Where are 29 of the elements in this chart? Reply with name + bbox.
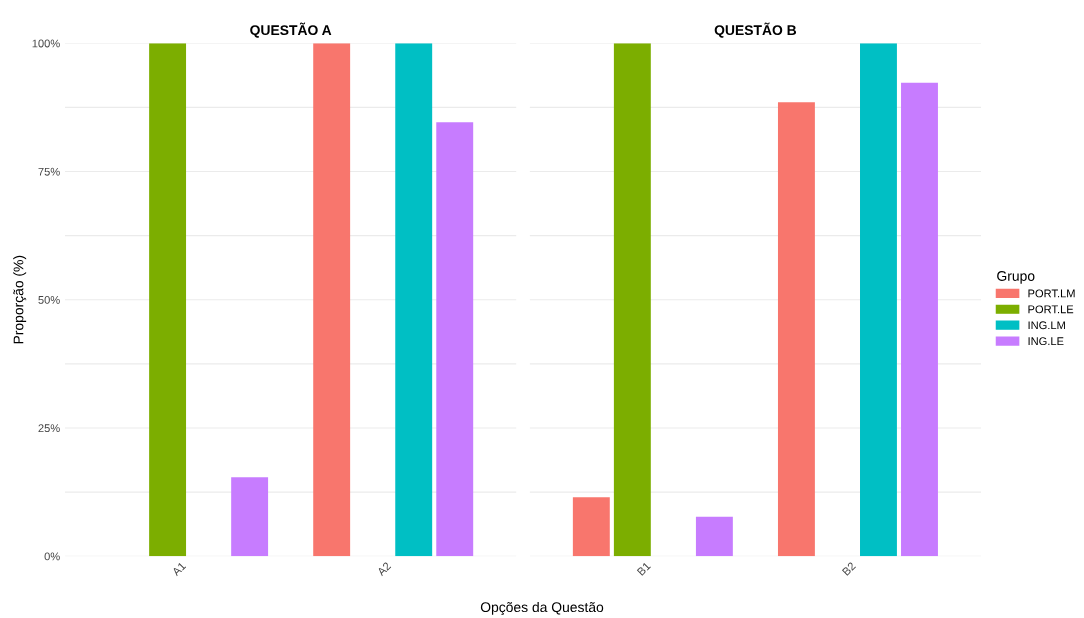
y-tick-label: 100% (32, 39, 60, 48)
bar (777, 102, 815, 557)
x-tick-label: A1 (171, 561, 187, 577)
bar (901, 82, 938, 557)
legend-label: ING.LE (1028, 337, 1064, 346)
x-tick-label: B1 (636, 561, 651, 576)
x-tick-label: B2 (841, 561, 856, 576)
legend-label: PORT.LM (1028, 289, 1075, 298)
y-tick-label: 75% (38, 167, 60, 176)
bar (613, 43, 651, 557)
bar (149, 43, 187, 557)
legend-title: Grupo (997, 271, 1035, 284)
bar (860, 43, 897, 557)
bar (231, 477, 269, 557)
bar (572, 497, 610, 557)
y-tick-label: 0% (44, 552, 60, 561)
bar (436, 122, 474, 557)
chart-title: QUESTÃO B (714, 22, 797, 38)
y-axis-title: Proporção (%) (13, 255, 27, 344)
legend-label: ING.LM (1028, 321, 1065, 330)
legend-label: PORT.LE (1028, 305, 1074, 314)
x-axis-title: Opções da Questão (480, 601, 604, 615)
y-tick-label: 25% (38, 424, 60, 433)
chart-title: QUESTÃO A (250, 22, 332, 38)
bar (395, 43, 433, 557)
bar (313, 43, 351, 557)
y-tick-label: 50% (38, 296, 60, 304)
x-tick-label: A2 (376, 561, 392, 577)
bar (695, 516, 733, 557)
